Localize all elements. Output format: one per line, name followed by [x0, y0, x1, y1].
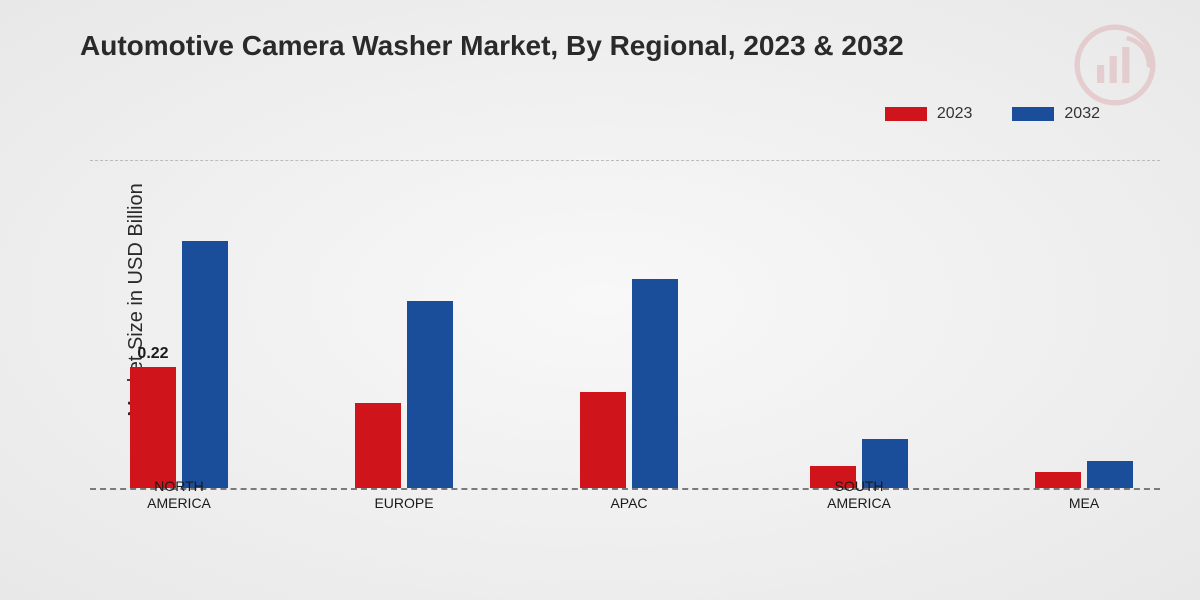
bar: 0.22 — [130, 367, 176, 488]
legend-label-2032: 2032 — [1064, 105, 1100, 123]
legend-item-2023: 2023 — [885, 105, 973, 123]
bar — [355, 403, 401, 488]
bar — [632, 279, 678, 488]
bar-group: 0.22NORTH AMERICA — [130, 241, 228, 489]
watermark-icon — [1070, 20, 1160, 110]
bar-group: SOUTH AMERICA — [810, 439, 908, 489]
chart-title: Automotive Camera Washer Market, By Regi… — [80, 30, 904, 62]
bar-group: MEA — [1035, 461, 1133, 489]
legend: 2023 2032 — [885, 105, 1100, 123]
x-axis-category-label: APAC — [610, 495, 647, 512]
x-axis-category-label: NORTH AMERICA — [147, 478, 211, 512]
bar-group: EUROPE — [355, 301, 453, 488]
x-axis-category-label: SOUTH AMERICA — [827, 478, 891, 512]
x-axis-category-label: MEA — [1069, 495, 1099, 512]
bar — [580, 392, 626, 488]
legend-swatch-2023 — [885, 107, 927, 121]
legend-item-2032: 2032 — [1012, 105, 1100, 123]
x-axis-category-label: EUROPE — [374, 495, 433, 512]
bar — [407, 301, 453, 488]
chart-plot-area: 0.22NORTH AMERICA EUROPE APAC SOUTH AMERICA… — [90, 160, 1160, 490]
bar — [182, 241, 228, 489]
bar — [1035, 472, 1081, 489]
bar-group: APAC — [580, 279, 678, 488]
legend-swatch-2032 — [1012, 107, 1054, 121]
legend-label-2023: 2023 — [937, 105, 973, 123]
bar — [1087, 461, 1133, 489]
bar-value-label: 0.22 — [137, 345, 168, 363]
